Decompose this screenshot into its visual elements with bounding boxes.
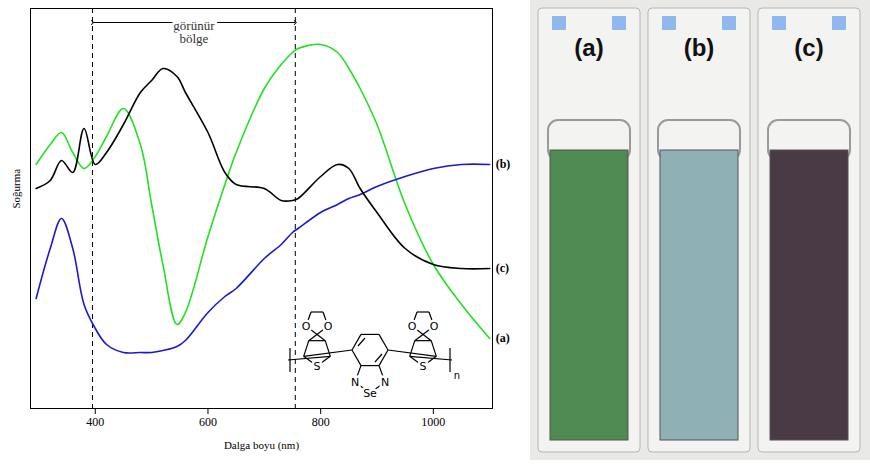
svg-text:800: 800 (312, 415, 330, 429)
svg-text:görünürbölge: görünürbölge (173, 18, 215, 46)
svg-text:(a): (a) (496, 331, 510, 345)
svg-text:Se: Se (363, 387, 377, 400)
svg-text:(b): (b) (496, 157, 511, 171)
svg-text:600: 600 (199, 415, 217, 429)
svg-text:Dalga boyu (nm): Dalga boyu (nm) (224, 439, 299, 452)
svg-text:O: O (408, 320, 417, 333)
svg-text:O: O (324, 320, 333, 333)
svg-text:Soğurma: Soğurma (10, 169, 22, 209)
svg-text:(c): (c) (496, 261, 509, 275)
svg-text:(b): (b) (684, 34, 715, 61)
svg-text:S: S (314, 360, 321, 373)
svg-text:O: O (302, 320, 311, 333)
svg-text:O: O (430, 320, 439, 333)
svg-text:N: N (351, 376, 359, 389)
svg-text:n: n (454, 370, 460, 381)
svg-text:(a): (a) (574, 34, 603, 61)
svg-text:1000: 1000 (421, 415, 445, 429)
svg-text:N: N (381, 376, 389, 389)
svg-text:(c): (c) (794, 34, 823, 61)
svg-text:400: 400 (86, 415, 104, 429)
svg-text:S: S (420, 360, 427, 373)
